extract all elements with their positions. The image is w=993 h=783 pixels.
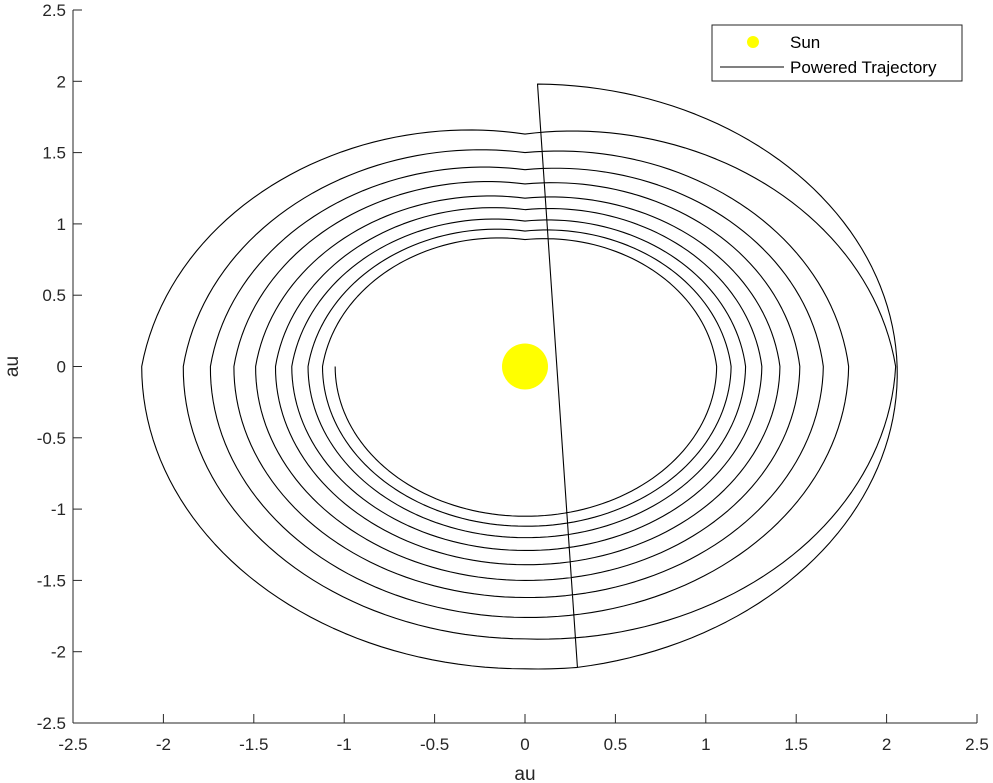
y-tick-label: 1 xyxy=(57,215,66,234)
x-tick-label: -1 xyxy=(337,735,352,754)
y-tick-label: -0.5 xyxy=(37,429,66,448)
x-axis-label: au xyxy=(514,764,535,783)
y-tick-label: -2.5 xyxy=(37,714,66,733)
y-tick-label: 1.5 xyxy=(42,144,66,163)
y-tick-label: 2.5 xyxy=(42,1,66,20)
y-tick-label: 0 xyxy=(57,358,66,377)
y-tick-label: -1 xyxy=(51,500,66,519)
axes: -2.5 -2 -1.5 -1 -0.5 0 0.5 1 1.5 2 2.5 -2.5-2-1.5-… xyxy=(37,1,989,754)
x-tick-label: -0.5 xyxy=(420,735,449,754)
x-tick-label: -2 xyxy=(156,735,171,754)
x-tick-label: 0.5 xyxy=(604,735,628,754)
legend-sun-marker xyxy=(747,36,759,48)
x-tick-label: 0 xyxy=(520,735,529,754)
legend-trajectory-label: Powered Trajectory xyxy=(790,58,937,77)
y-tick-label: -1.5 xyxy=(37,571,66,590)
x-tick-label: 1.5 xyxy=(784,735,808,754)
x-axis-ticks: -2.5 -2 -1.5 -1 -0.5 0 0.5 1 1.5 2 2.5 xyxy=(58,714,989,754)
legend-box xyxy=(711,24,963,82)
x-tick-label: 2 xyxy=(882,735,891,754)
y-tick-label: 2 xyxy=(57,72,66,91)
legend-sun-label: Sun xyxy=(790,33,820,52)
legend: Sun Powered Trajectory xyxy=(711,24,963,82)
x-tick-label: 2.5 xyxy=(965,735,989,754)
sun-marker xyxy=(502,343,548,390)
y-tick-label: 0.5 xyxy=(42,286,66,305)
powered-trajectory-line xyxy=(141,83,898,670)
y-axis-ticks: -2.5 -2 -1.5 -1 -0.5 0 0.5 1 1.5 2 2.5 xyxy=(37,1,82,733)
x-tick-label: -2.5 xyxy=(58,735,87,754)
y-axis-label: au xyxy=(2,356,23,377)
plot-area xyxy=(73,10,977,723)
x-tick-label: -1.5 xyxy=(239,735,268,754)
x-tick-label: 1 xyxy=(701,735,710,754)
y-tick-label: -2 xyxy=(51,643,66,662)
